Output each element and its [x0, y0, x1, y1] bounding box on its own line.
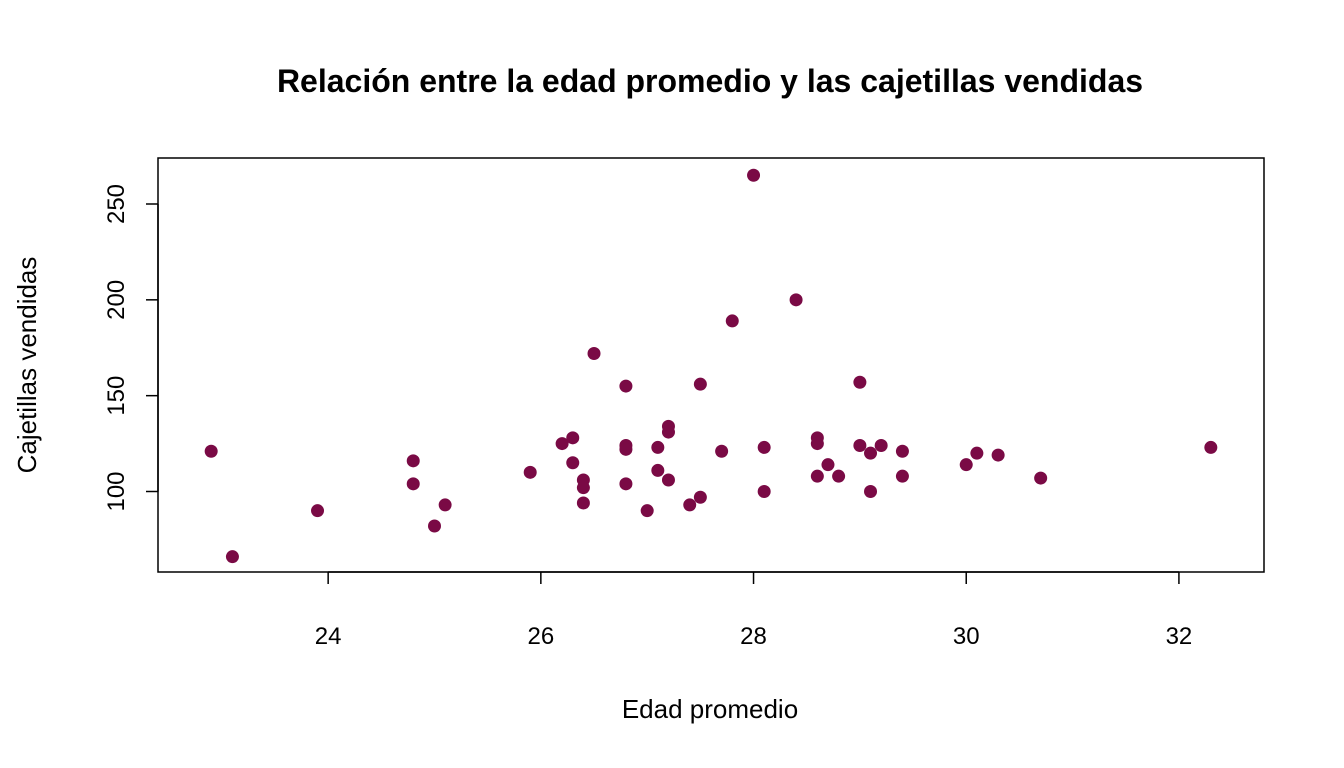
data-point: [725, 314, 739, 328]
data-point: [587, 347, 601, 360]
x-tick-label: 32: [1166, 623, 1193, 650]
data-point: [651, 463, 665, 477]
data-point: [406, 477, 420, 491]
x-tick-label: 26: [527, 623, 554, 650]
data-point: [832, 469, 846, 483]
data-point: [693, 490, 707, 504]
x-axis-label: Edad promedio: [622, 694, 798, 724]
data-point: [661, 473, 675, 487]
data-point: [1034, 471, 1048, 485]
data-point: [959, 458, 973, 472]
data-point: [640, 504, 654, 518]
y-tick-label: 150: [103, 376, 130, 416]
data-point: [204, 444, 218, 458]
data-point: [693, 377, 707, 391]
data-point: [970, 446, 984, 460]
data-point: [619, 379, 633, 393]
data-point: [715, 444, 729, 458]
data-point: [566, 431, 580, 445]
data-point: [555, 437, 569, 451]
data-point: [523, 465, 537, 479]
data-point: [1204, 440, 1218, 454]
data-point: [747, 168, 761, 182]
data-point: [619, 442, 633, 456]
x-axis: 24 26 28 30 32: [315, 571, 1193, 650]
data-point: [991, 448, 1005, 462]
y-axis-label: Cajetillas vendidas: [12, 257, 42, 474]
data-point: [874, 439, 888, 452]
data-point: [576, 496, 590, 510]
data-point: [810, 437, 824, 451]
data-point: [853, 439, 867, 452]
data-point: [864, 446, 878, 460]
x-tick-label: 30: [953, 623, 980, 650]
data-point: [311, 504, 325, 518]
data-point: [566, 456, 580, 470]
data-point: [853, 375, 867, 389]
y-tick-label: 250: [103, 184, 130, 224]
data-point: [757, 485, 771, 498]
data-point: [864, 485, 878, 498]
chart-title: Relación entre la edad promedio y las ca…: [277, 63, 1143, 99]
x-tick-label: 28: [740, 623, 767, 650]
data-point: [406, 454, 420, 468]
y-tick-label: 200: [103, 280, 130, 320]
data-points: [204, 168, 1218, 564]
x-tick-label: 24: [315, 623, 342, 650]
data-point: [576, 481, 590, 495]
data-point: [895, 469, 909, 483]
data-point: [683, 498, 697, 512]
data-point: [810, 469, 824, 483]
data-point: [428, 519, 441, 533]
data-point: [225, 550, 239, 564]
data-point: [821, 458, 835, 472]
data-point: [651, 440, 665, 454]
data-point: [619, 477, 633, 491]
y-axis: 100 150 200 250: [103, 184, 159, 512]
data-point: [661, 425, 675, 439]
data-point: [895, 444, 909, 458]
y-tick-label: 100: [103, 471, 130, 511]
data-point: [438, 498, 452, 512]
data-point: [757, 440, 771, 454]
data-point: [789, 293, 803, 307]
